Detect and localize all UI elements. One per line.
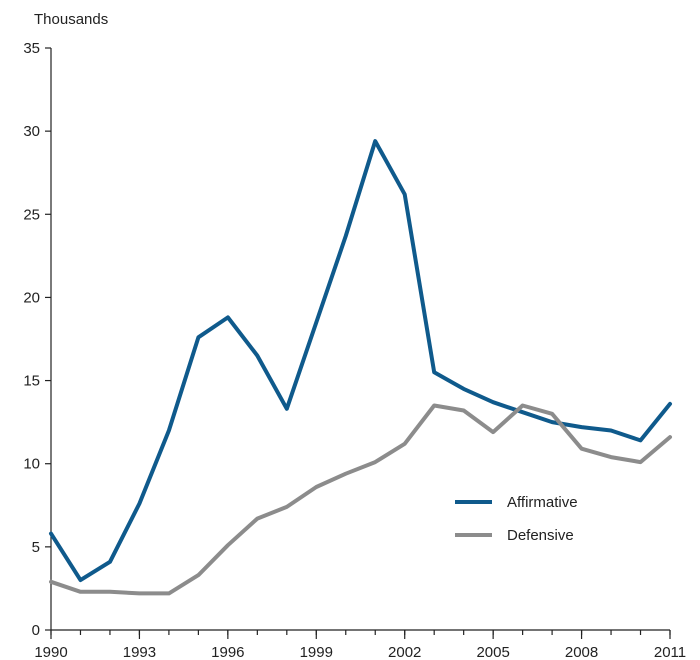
y-tick-label: 30 [23, 123, 40, 140]
series-lines [49, 139, 672, 596]
x-tick-label: 1999 [300, 644, 333, 660]
y-axis-ticks: 0 5 10 15 20 25 30 35 [23, 40, 51, 639]
x-tick-label: 1993 [123, 644, 156, 660]
x-tick-label: 2005 [476, 644, 509, 660]
x-axis-ticks: 1990 1993 1996 1999 2002 2005 2008 2011 [34, 630, 686, 660]
x-tick-label: 2002 [388, 644, 421, 660]
legend: Affirmative Defensive [455, 494, 578, 544]
y-tick-label: 10 [23, 456, 40, 473]
x-tick-label: 2008 [565, 644, 598, 660]
y-tick-label: 25 [23, 206, 40, 223]
y-tick-label: 20 [23, 289, 40, 306]
y-tick-label: 35 [23, 40, 40, 57]
legend-label-affirmative: Affirmative [507, 494, 578, 511]
y-tick-label: 5 [32, 539, 40, 556]
y-axis-unit-label: Thousands [34, 11, 108, 28]
legend-label-defensive: Defensive [507, 527, 574, 544]
x-tick-label: 1990 [34, 644, 67, 660]
x-tick-label: 1996 [211, 644, 244, 660]
x-tick-label: 2011 [654, 644, 686, 660]
series-line-defensive [49, 403, 672, 596]
y-tick-label: 0 [32, 622, 40, 639]
y-tick-label: 15 [23, 373, 40, 390]
series-line-affirmative [49, 139, 672, 583]
